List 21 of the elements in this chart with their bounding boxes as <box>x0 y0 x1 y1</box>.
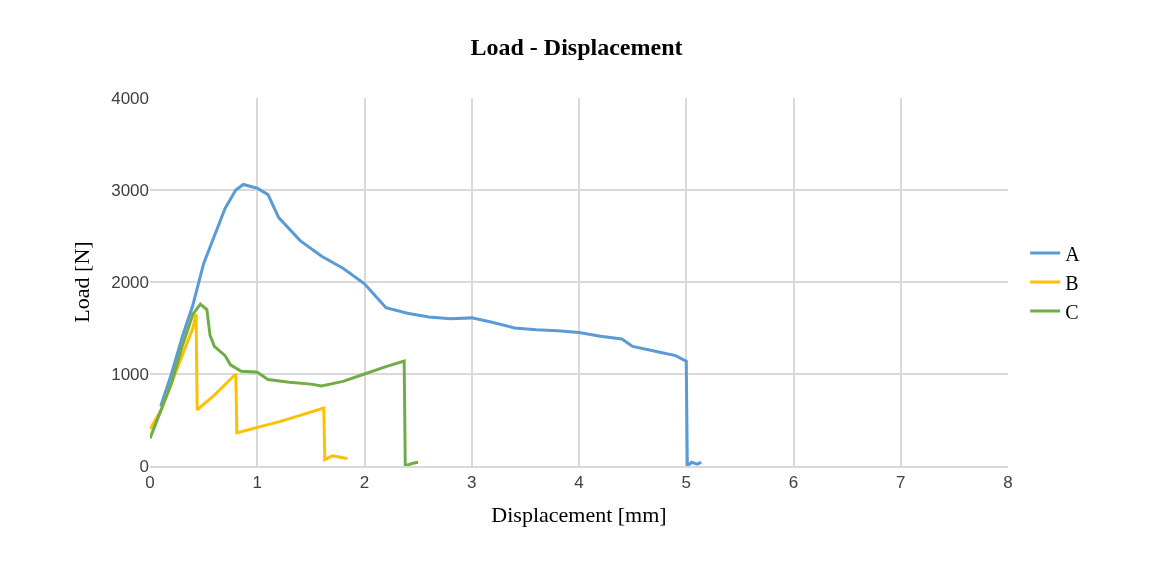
y-tick-label: 1000 <box>111 364 149 384</box>
y-tick-label: 0 <box>139 456 149 476</box>
legend-label: B <box>1065 271 1079 294</box>
x-tick-label: 5 <box>681 473 691 493</box>
y-tick-label: 3000 <box>111 180 149 200</box>
legend-label: A <box>1065 242 1081 265</box>
x-tick-label: 7 <box>896 473 906 493</box>
x-tick-label: 3 <box>467 473 477 493</box>
legend-label: C <box>1065 300 1079 323</box>
line-series <box>150 302 420 466</box>
x-tick-label: 4 <box>574 473 584 493</box>
x-tick-label: 2 <box>359 473 370 493</box>
y-axis-title: Load [N] <box>68 241 94 323</box>
x-tick-label: 1 <box>252 473 262 493</box>
line-series <box>159 182 703 466</box>
y-tick-label: 2000 <box>111 272 149 292</box>
x-tick-label: 6 <box>788 473 799 493</box>
y-tick-label: 4000 <box>111 88 149 108</box>
chart-title: Load - Displacement <box>470 33 683 60</box>
x-tick-label: 8 <box>1003 473 1013 493</box>
x-axis-title: Displacement [mm] <box>491 501 667 527</box>
